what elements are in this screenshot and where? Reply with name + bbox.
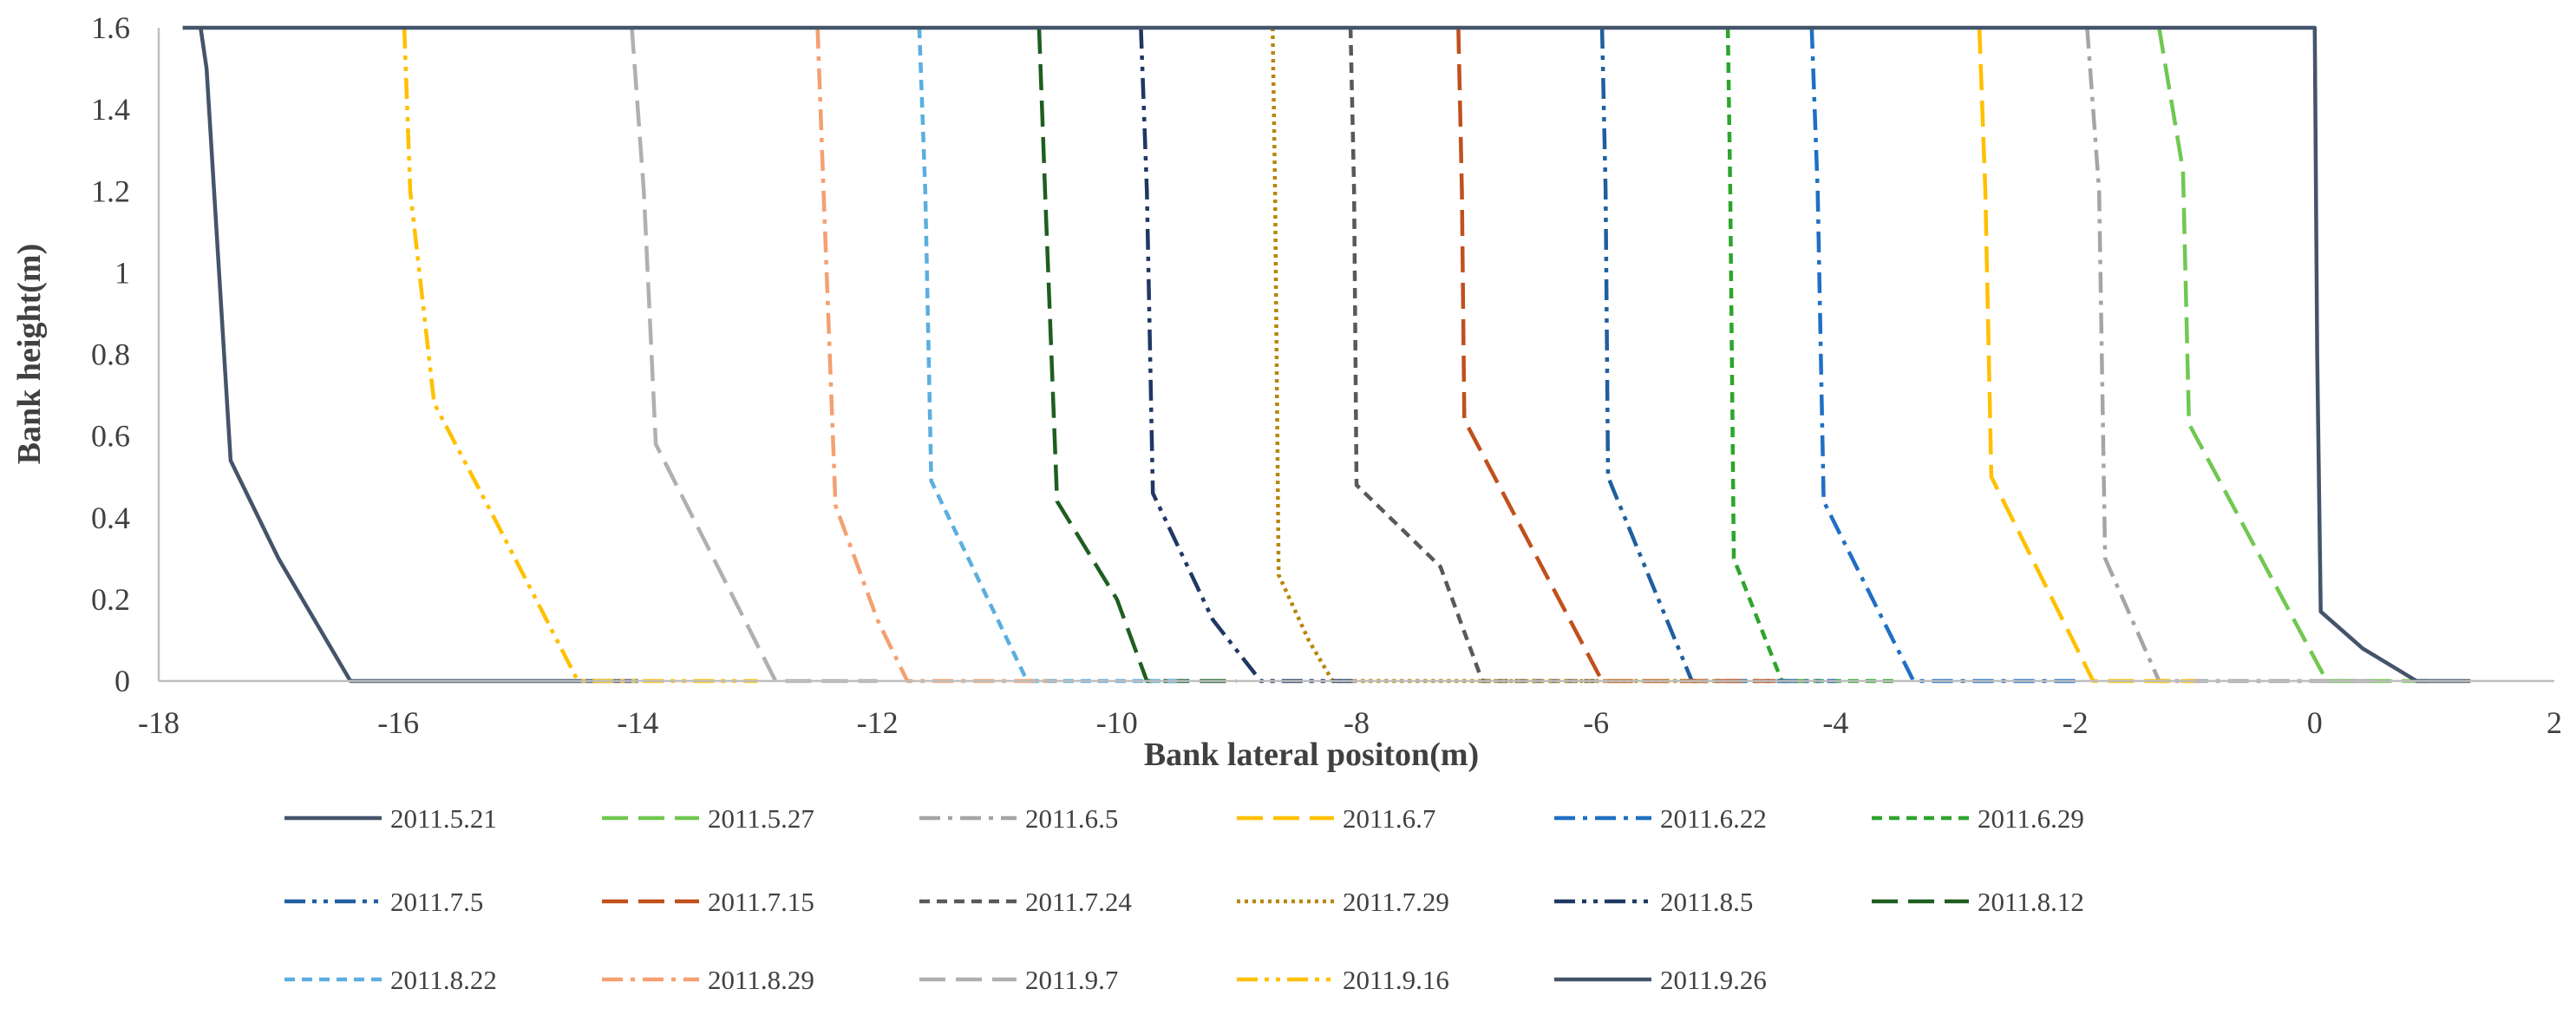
axis-titles: Bank lateral positon(m) Bank height(m) <box>11 244 1479 773</box>
legend-label: 2011.9.16 <box>1343 965 1449 995</box>
y-tick-label: 1.2 <box>91 174 130 208</box>
y-tick-label: 1.4 <box>91 92 130 127</box>
legend-item-2011-7-29: 2011.7.29 <box>1237 887 1449 917</box>
legend-label: 2011.9.26 <box>1660 965 1767 995</box>
legend-label: 2011.7.29 <box>1343 887 1449 917</box>
legend-label: 2011.8.29 <box>708 965 814 995</box>
legend-item-2011-7-15: 2011.7.15 <box>602 887 814 917</box>
legend-item-2011-6-29: 2011.6.29 <box>1872 803 2084 834</box>
x-tick-label: -4 <box>1822 705 1848 740</box>
x-tick-label: -16 <box>377 705 419 740</box>
legend-label: 2011.5.21 <box>390 803 497 834</box>
series-line-2011-8-29 <box>815 27 1057 684</box>
y-axis-title: Bank height(m) <box>11 244 48 464</box>
series-line-2011-6-5 <box>2085 27 2375 684</box>
series-line-2011-6-7 <box>1977 27 2195 684</box>
legend-item-2011-5-27: 2011.5.27 <box>602 803 814 834</box>
x-tick-label: -18 <box>138 705 180 740</box>
legend-label: 2011.7.24 <box>1025 887 1132 917</box>
series-line-2011-7-24 <box>1348 27 1597 684</box>
legend-label: 2011.7.5 <box>390 887 483 917</box>
legend-label: 2011.8.5 <box>1660 887 1753 917</box>
series-line-2011-9-7 <box>630 27 878 684</box>
series-line-2011-5-21 <box>199 27 638 684</box>
legend-label: 2011.6.7 <box>1343 803 1435 834</box>
y-tick-label: 0 <box>114 664 130 698</box>
x-tick-label: -14 <box>617 705 658 740</box>
series-line-2011-6-29 <box>1725 27 1896 684</box>
tick-labels: -18 -16 -14 -12 -10 -8 -6 -4 -2 0 2 0 0.2 0.4 0.6 0.8 1 1… <box>91 10 2562 740</box>
legend-item-2011-7-24: 2011.7.24 <box>919 887 1132 917</box>
y-tick-label: 0.2 <box>91 582 130 617</box>
legend-item-2011-6-5: 2011.6.5 <box>919 803 1118 834</box>
y-tick-label: 1 <box>114 255 130 290</box>
legend-item-2011-6-22: 2011.6.22 <box>1554 803 1767 834</box>
y-tick-label: 0.8 <box>91 337 130 372</box>
axes <box>157 28 2554 683</box>
x-tick-label: 0 <box>2307 705 2323 740</box>
legend-item-2011-8-22: 2011.8.22 <box>284 965 497 995</box>
series-line-2011-7-15 <box>1456 27 1776 684</box>
legend-label: 2011.8.22 <box>390 965 497 995</box>
series-line-2011-8-12 <box>1036 27 1237 684</box>
x-tick-label: -8 <box>1344 705 1370 740</box>
series-line-2011-7-5 <box>1599 27 1836 684</box>
legend-label: 2011.6.22 <box>1660 803 1767 834</box>
legend-item-2011-9-7: 2011.9.7 <box>919 965 1118 995</box>
legend-item-2011-9-26: 2011.9.26 <box>1554 965 1767 995</box>
legend-item-2011-8-29: 2011.8.29 <box>602 965 814 995</box>
y-tick-label: 0.4 <box>91 501 130 535</box>
legend-label: 2011.6.5 <box>1025 803 1118 834</box>
x-tick-label: -6 <box>1583 705 1609 740</box>
legend-item-2011-8-5: 2011.8.5 <box>1554 887 1753 917</box>
y-tick-label: 0.6 <box>91 419 130 454</box>
legend-label: 2011.9.7 <box>1025 965 1118 995</box>
series-line-2011-6-22 <box>1809 27 2076 684</box>
series-line-2011-9-16 <box>402 27 758 684</box>
legend-label: 2011.8.12 <box>1978 887 2084 917</box>
x-tick-label: -12 <box>857 705 899 740</box>
legend-item-2011-9-16: 2011.9.16 <box>1237 965 1449 995</box>
legend-item-2011-7-5: 2011.7.5 <box>284 887 483 917</box>
series-line-2011-9-26 <box>182 25 2471 684</box>
x-tick-label: -2 <box>2063 705 2089 740</box>
legend-label: 2011.5.27 <box>708 803 814 834</box>
legend-label: 2011.6.29 <box>1978 803 2084 834</box>
plot-lines <box>182 25 2471 684</box>
legend-label: 2011.7.15 <box>708 887 814 917</box>
series-line-2011-8-22 <box>917 27 1177 684</box>
legend-item-2011-8-12: 2011.8.12 <box>1872 887 2084 917</box>
x-tick-label: -10 <box>1096 705 1138 740</box>
legend: 2011.5.21 2011.5.27 2011.6.5 2011.6.7 2011.6… <box>284 803 2084 995</box>
x-tick-label: 2 <box>2547 705 2562 740</box>
x-axis-title: Bank lateral positon(m) <box>1144 737 1479 773</box>
series-line-2011-7-29 <box>1271 27 1716 684</box>
legend-item-2011-6-7: 2011.6.7 <box>1237 803 1435 834</box>
y-tick-label: 1.6 <box>91 10 130 45</box>
series-line-2011-5-27 <box>2157 27 2435 684</box>
legend-item-2011-5-21: 2011.5.21 <box>284 803 497 834</box>
series-line-2011-8-5 <box>1139 27 1357 684</box>
